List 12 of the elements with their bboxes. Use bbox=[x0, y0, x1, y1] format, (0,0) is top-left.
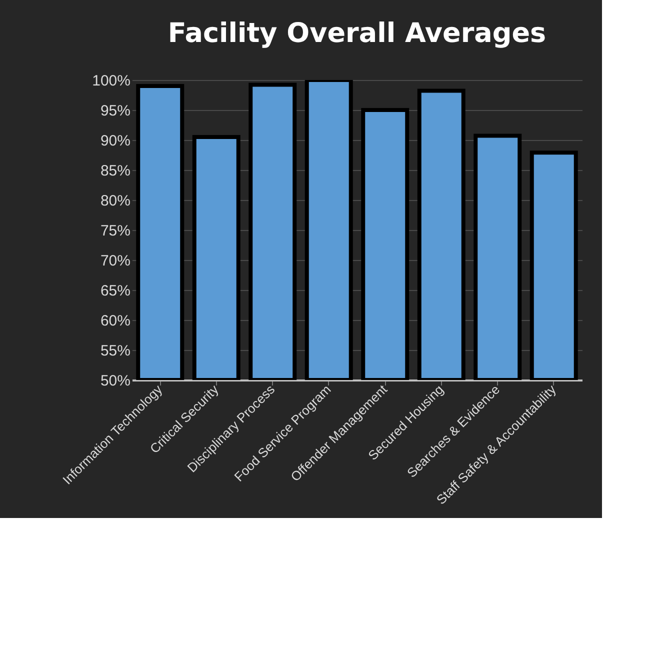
y-tick-label: 55% bbox=[100, 342, 130, 360]
y-tick-label: 65% bbox=[100, 282, 130, 300]
y-tick-label: 80% bbox=[100, 192, 130, 210]
y-tick-label: 75% bbox=[100, 222, 130, 240]
y-tick-label: 95% bbox=[100, 102, 130, 120]
y-tick-label: 50% bbox=[100, 372, 130, 390]
chart-title: Facility Overall Averages bbox=[168, 18, 546, 49]
y-tick-label: 90% bbox=[100, 132, 130, 150]
y-tick-label: 70% bbox=[100, 252, 130, 270]
y-tick-label: 60% bbox=[100, 312, 130, 330]
y-tick-label: 100% bbox=[92, 72, 130, 90]
y-tick-label: 85% bbox=[100, 162, 130, 180]
